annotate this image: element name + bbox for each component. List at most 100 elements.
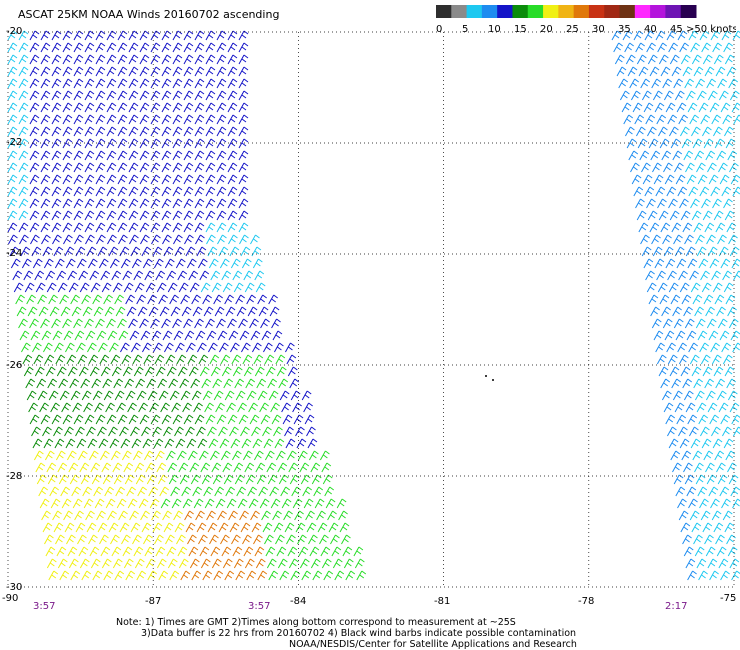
- wind-barb: [56, 546, 67, 557]
- wind-barb: [689, 510, 700, 521]
- wind-barb: [165, 534, 175, 545]
- wind-barb: [674, 402, 685, 413]
- wind-barb: [227, 66, 238, 77]
- wind-barb: [62, 174, 73, 185]
- wind-barb: [254, 270, 265, 281]
- wind-barb: [711, 426, 721, 437]
- wind-barb: [262, 522, 273, 533]
- wind-barb: [205, 222, 216, 233]
- wind-barb: [688, 186, 699, 197]
- wind-barb: [51, 186, 62, 197]
- wind-barb: [29, 174, 40, 185]
- wind-barb: [662, 234, 672, 245]
- wind-barb: [139, 162, 150, 173]
- wind-barb: [720, 414, 731, 425]
- wind-barb: [718, 90, 729, 101]
- wind-barb: [687, 414, 698, 425]
- wind-barb: [216, 102, 227, 113]
- wind-barb: [62, 30, 73, 41]
- wind-barb: [78, 546, 89, 557]
- wind-barb: [110, 450, 121, 461]
- wind-barb: [7, 162, 18, 173]
- wind-barb: [49, 306, 60, 317]
- wind-barb: [106, 186, 117, 197]
- wind-barb: [212, 474, 223, 485]
- wind-barb: [181, 486, 192, 497]
- wind-barb: [662, 318, 673, 329]
- wind-barb: [728, 78, 739, 89]
- wind-barb: [276, 546, 287, 557]
- wind-barb: [727, 150, 738, 161]
- wind-barb: [684, 474, 695, 485]
- wind-barb: [179, 378, 190, 389]
- wind-barb: [62, 90, 73, 101]
- wind-barb: [153, 342, 163, 353]
- wind-barb: [690, 282, 701, 293]
- wind-barb: [652, 246, 663, 257]
- wind-barb: [699, 342, 709, 353]
- wind-barb: [227, 174, 238, 185]
- wind-barb: [44, 534, 54, 545]
- wind-barb: [40, 186, 51, 197]
- wind-barb: [161, 162, 172, 173]
- wind-barb: [723, 282, 734, 293]
- wind-barb: [194, 150, 205, 161]
- wind-barb: [29, 222, 40, 233]
- wind-barb: [60, 306, 71, 317]
- wind-barb: [688, 30, 699, 41]
- wind-barb: [660, 66, 671, 77]
- wind-barb: [254, 546, 265, 557]
- wind-barb: [53, 246, 64, 257]
- wind-barb: [715, 378, 726, 389]
- wind-barb: [682, 222, 693, 233]
- wind-barb: [287, 366, 298, 377]
- wind-barb: [77, 354, 88, 365]
- wind-barb: [167, 558, 178, 569]
- wind-barb: [128, 162, 139, 173]
- wind-barb: [172, 42, 183, 53]
- wind-barb: [621, 102, 632, 113]
- wind-barb: [69, 378, 80, 389]
- wind-barb: [251, 246, 262, 257]
- wind-barb: [631, 174, 642, 185]
- wind-barb: [103, 294, 113, 305]
- wind-barb: [110, 534, 120, 545]
- wind-barb: [18, 78, 29, 89]
- wind-barb: [83, 498, 94, 509]
- wind-barb: [42, 522, 53, 533]
- colorbar-label: 35: [618, 24, 631, 35]
- wind-barb: [188, 270, 199, 281]
- wind-barb: [678, 114, 689, 125]
- wind-barb: [270, 402, 280, 413]
- wind-barb: [57, 282, 68, 293]
- wind-barb: [143, 450, 154, 461]
- wind-barb: [18, 318, 28, 329]
- wind-barb: [117, 162, 128, 173]
- wind-barb: [680, 54, 691, 65]
- wind-barb: [673, 474, 684, 485]
- wind-barb: [118, 234, 128, 245]
- wind-barb: [721, 30, 732, 41]
- wind-barb: [7, 198, 18, 209]
- wind-barb: [29, 90, 40, 101]
- wind-barb: [147, 294, 157, 305]
- wind-barb: [223, 474, 234, 485]
- wind-barb: [733, 114, 740, 125]
- colorbar-label: 5: [462, 24, 468, 35]
- wind-barb: [253, 354, 264, 365]
- wind-barb: [73, 414, 84, 425]
- wind-barb: [127, 402, 137, 413]
- wind-barb: [120, 258, 131, 269]
- wind-barb: [694, 462, 704, 473]
- wind-barb: [708, 486, 719, 497]
- wind-barb: [92, 390, 103, 401]
- wind-barb: [169, 570, 180, 581]
- wind-barb: [303, 402, 313, 413]
- wind-barb: [272, 510, 282, 521]
- wind-barb: [732, 30, 740, 41]
- wind-barb: [219, 258, 230, 269]
- wind-barb: [183, 78, 194, 89]
- wind-barb: [161, 174, 172, 185]
- wind-barb: [42, 246, 53, 257]
- wind-barb: [611, 30, 622, 41]
